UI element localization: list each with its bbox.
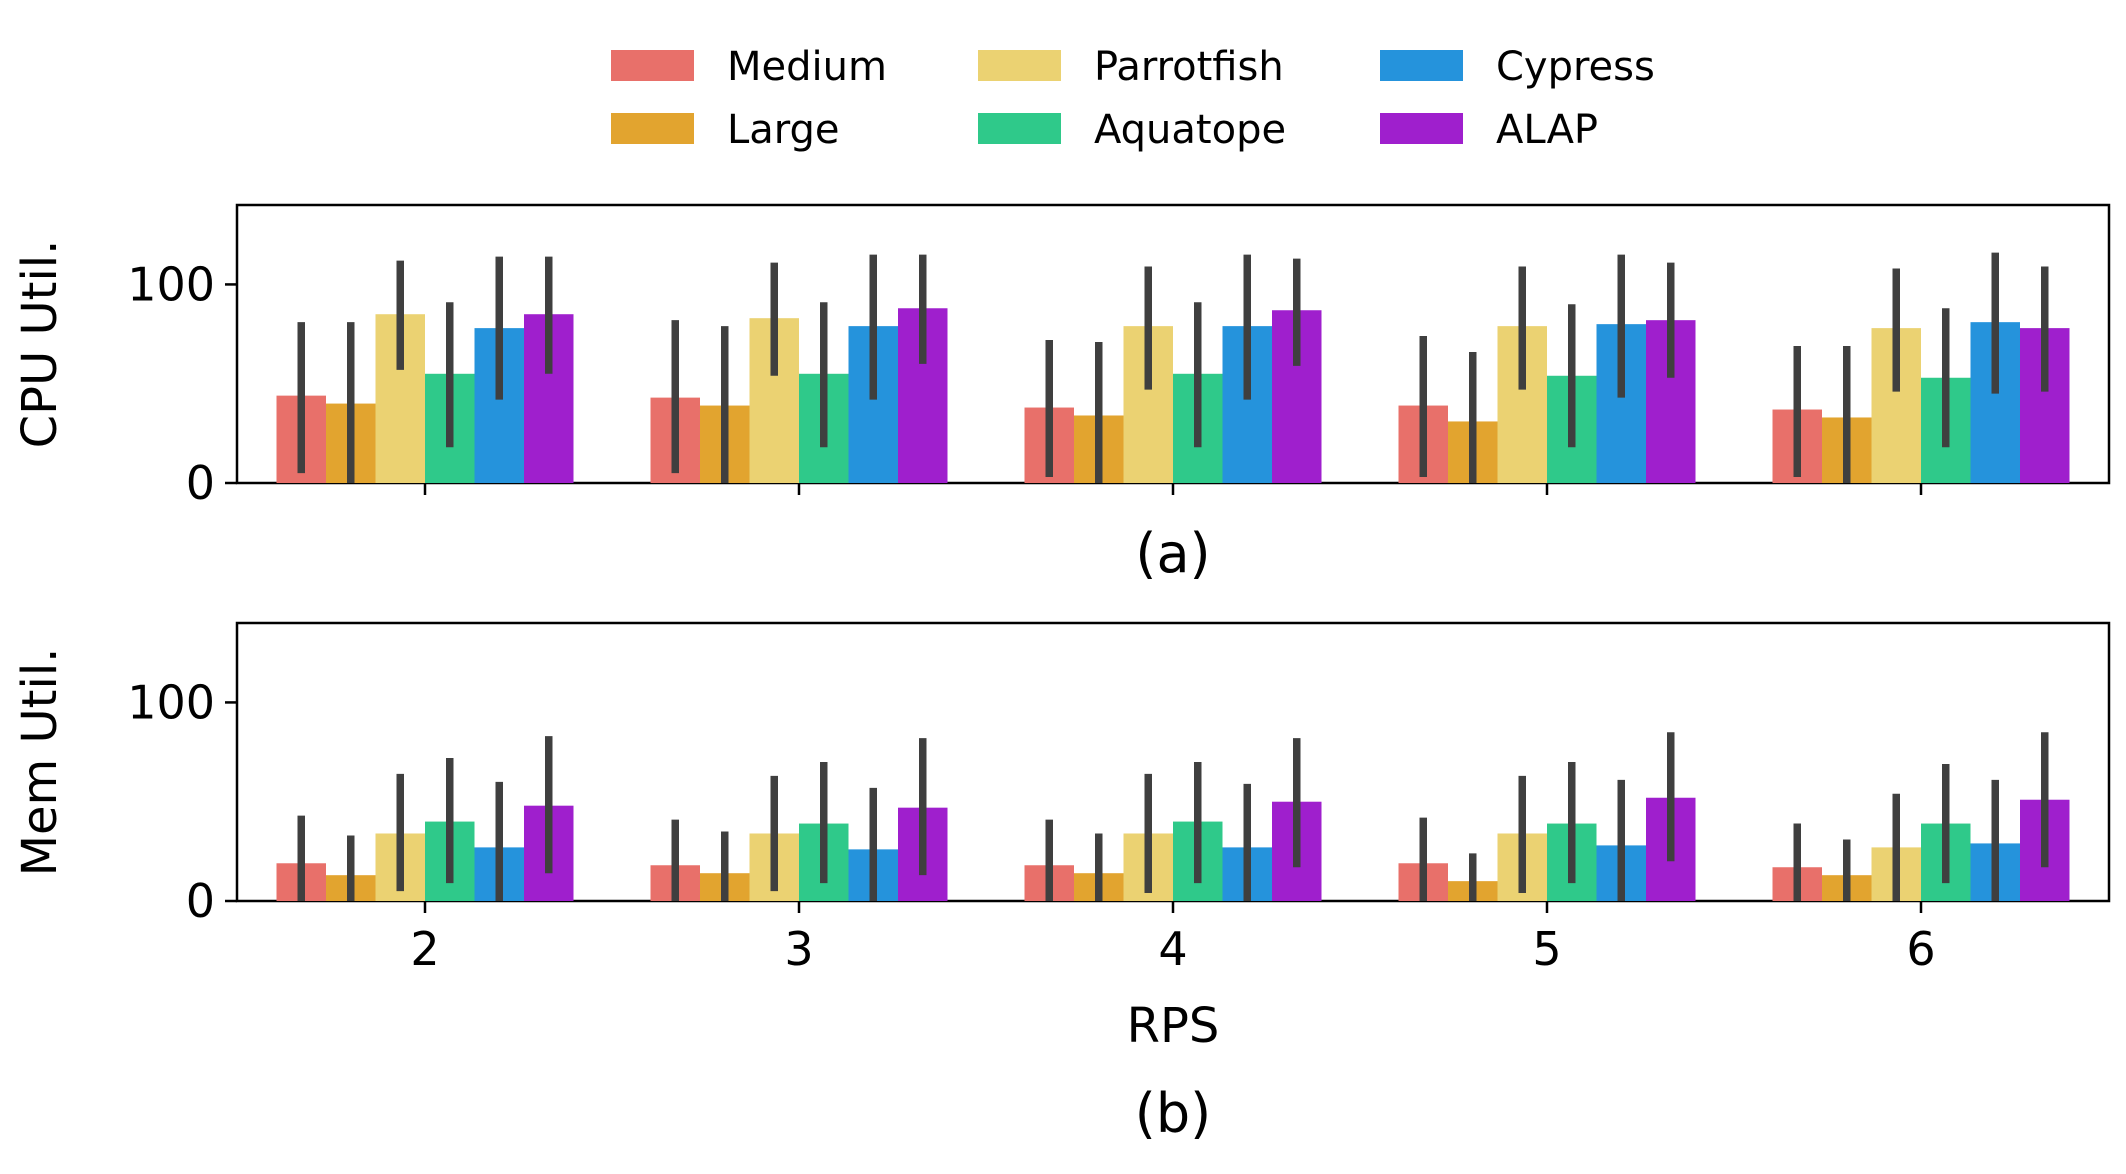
y-tick-label: 0 xyxy=(186,456,215,510)
legend-swatch xyxy=(978,113,1061,144)
legend-label: Cypress xyxy=(1496,44,1655,90)
panel-caption-a: (a) xyxy=(1135,522,1210,585)
y-tick-label: 0 xyxy=(186,874,215,928)
y-axis-label-mem: Mem Util. xyxy=(12,648,68,877)
legend-label: Medium xyxy=(727,44,887,90)
legend-swatch xyxy=(611,113,694,144)
panel-cpu: 0 100 CPU Util. (a) xyxy=(12,203,2111,585)
legend-swatch xyxy=(1380,113,1463,144)
legend-swatch xyxy=(978,50,1061,81)
panel-mem: 2 3 4 5 6 0 100 Mem Util. RPS (b) xyxy=(12,621,2111,1145)
x-tick-label: 3 xyxy=(784,922,813,976)
legend-item-alap: ALAP xyxy=(1380,107,1598,153)
x-axis-label: RPS xyxy=(1127,998,1220,1054)
legend-label: Parrotfish xyxy=(1094,44,1284,90)
legend-label: ALAP xyxy=(1496,107,1598,153)
x-tick-label: 4 xyxy=(1158,922,1187,976)
legend-item-large: Large xyxy=(611,107,840,153)
x-tick-label: 5 xyxy=(1532,922,1561,976)
panel-caption-b: (b) xyxy=(1135,1082,1211,1145)
y-tick-label: 100 xyxy=(127,257,215,311)
legend-swatch xyxy=(611,50,694,81)
x-tick-label: 2 xyxy=(410,922,439,976)
legend-item-aquatope: Aquatope xyxy=(978,107,1286,153)
legend-swatch xyxy=(1380,50,1463,81)
y-axis-label-cpu: CPU Util. xyxy=(12,240,68,449)
legend-item-cypress: Cypress xyxy=(1380,44,1655,90)
y-tick-label: 100 xyxy=(127,675,215,729)
legend-item-medium: Medium xyxy=(611,44,887,90)
legend-label: Large xyxy=(727,107,840,153)
x-tick-label: 6 xyxy=(1906,922,1935,976)
legend-item-parrotfish: Parrotfish xyxy=(978,44,1284,90)
legend: Medium Large Parrotfish Aquatope Cypress ALAP xyxy=(611,44,1655,153)
legend-label: Aquatope xyxy=(1094,107,1286,153)
